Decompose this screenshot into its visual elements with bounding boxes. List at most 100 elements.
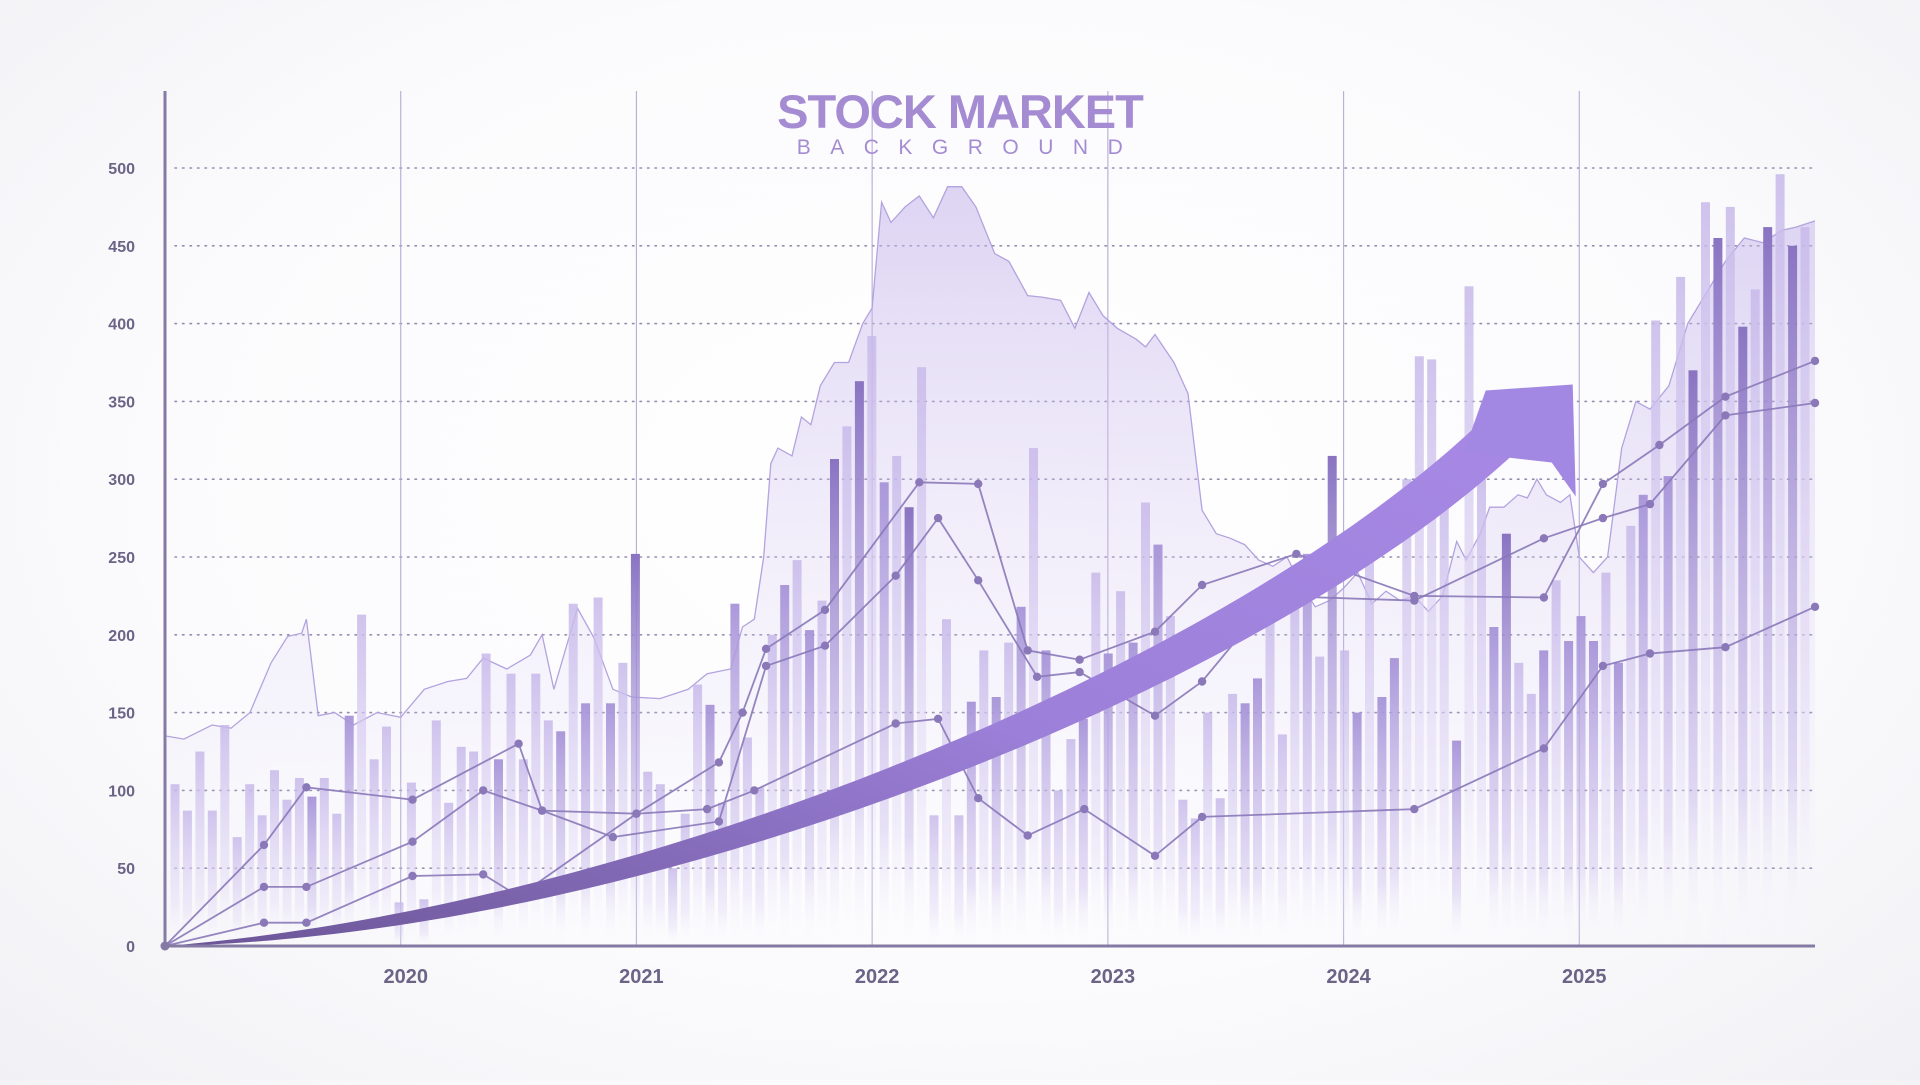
series-point bbox=[259, 882, 269, 892]
bar bbox=[1053, 790, 1063, 946]
x-tick-label: 2024 bbox=[1326, 966, 1371, 988]
series-point bbox=[1539, 593, 1549, 602]
bar bbox=[220, 725, 230, 946]
y-tick-label: 350 bbox=[108, 394, 135, 411]
bar bbox=[1788, 245, 1798, 947]
bar bbox=[1103, 653, 1113, 946]
bar bbox=[506, 673, 516, 946]
series-point bbox=[1721, 643, 1730, 652]
series-point bbox=[1150, 851, 1160, 860]
bar bbox=[1203, 712, 1213, 946]
bar bbox=[1141, 502, 1150, 946]
series-point bbox=[1645, 649, 1655, 658]
bar bbox=[705, 704, 715, 946]
bar bbox=[282, 799, 292, 946]
series-point bbox=[761, 661, 771, 671]
bar bbox=[867, 336, 877, 946]
bar bbox=[606, 703, 615, 946]
bar bbox=[892, 455, 902, 946]
y-tick-label: 150 bbox=[108, 706, 135, 723]
series-point bbox=[408, 871, 417, 881]
series-point bbox=[1598, 479, 1608, 489]
bar bbox=[1377, 697, 1387, 946]
x-tick-label: 2025 bbox=[1562, 966, 1607, 988]
bar bbox=[1128, 642, 1138, 946]
bar bbox=[917, 367, 927, 946]
series-point bbox=[537, 806, 547, 815]
series-point bbox=[1810, 356, 1820, 366]
series-point bbox=[1150, 711, 1160, 720]
bar bbox=[1389, 658, 1399, 946]
bar bbox=[1676, 276, 1686, 946]
bar bbox=[1414, 356, 1424, 946]
bar bbox=[1427, 359, 1437, 946]
bar bbox=[382, 726, 391, 946]
series-point bbox=[1539, 744, 1549, 753]
series-point bbox=[974, 794, 983, 803]
axis-layer bbox=[160, 91, 1815, 951]
bar bbox=[1327, 455, 1337, 946]
bar bbox=[991, 697, 1001, 946]
series-point bbox=[302, 918, 311, 927]
bar bbox=[1564, 641, 1574, 946]
y-tick-label: 400 bbox=[108, 317, 135, 334]
y-tick-label: 500 bbox=[108, 161, 135, 178]
bar bbox=[1551, 580, 1561, 946]
bar bbox=[805, 630, 815, 946]
bar bbox=[1638, 494, 1648, 946]
chart-title: STOCK MARKET bbox=[777, 85, 1144, 138]
series-point bbox=[1023, 831, 1032, 840]
series-point bbox=[514, 739, 523, 748]
bar bbox=[1738, 326, 1748, 946]
bar bbox=[1514, 662, 1524, 946]
series-point bbox=[1539, 534, 1549, 543]
bar bbox=[1253, 678, 1262, 946]
bar bbox=[966, 701, 976, 946]
bar bbox=[942, 619, 951, 946]
bar bbox=[245, 784, 255, 946]
series-point bbox=[891, 719, 900, 728]
bar bbox=[1116, 591, 1126, 946]
bar bbox=[1489, 627, 1499, 946]
bar bbox=[518, 759, 528, 946]
bar bbox=[630, 553, 640, 946]
bar bbox=[531, 673, 541, 946]
series-point bbox=[479, 786, 488, 795]
bar bbox=[294, 778, 304, 946]
bar bbox=[581, 703, 591, 946]
bar bbox=[307, 796, 317, 946]
bar bbox=[1464, 286, 1474, 946]
bar bbox=[1763, 227, 1773, 947]
bar bbox=[593, 597, 603, 946]
bar bbox=[767, 634, 777, 946]
bar bbox=[780, 585, 790, 946]
bar bbox=[1725, 206, 1735, 946]
y-tick-label: 450 bbox=[108, 239, 135, 256]
arrow-layer bbox=[165, 384, 1576, 946]
bar bbox=[954, 815, 964, 946]
bar bbox=[1800, 227, 1810, 947]
bar bbox=[431, 720, 441, 946]
bar bbox=[1290, 595, 1300, 946]
series-point bbox=[1080, 804, 1089, 814]
series-point bbox=[302, 783, 311, 792]
chart-subtitle: BACKGROUND bbox=[796, 136, 1143, 159]
series-point bbox=[608, 832, 618, 842]
bar bbox=[1601, 572, 1611, 946]
bar bbox=[854, 381, 864, 946]
y-tick-label: 250 bbox=[108, 550, 135, 567]
bar bbox=[1066, 739, 1076, 946]
y-tick-label: 200 bbox=[108, 628, 135, 645]
bar bbox=[1078, 718, 1088, 946]
bar bbox=[1215, 798, 1225, 946]
origin-point bbox=[160, 941, 170, 951]
series-point bbox=[820, 605, 830, 615]
series-point bbox=[1197, 812, 1207, 822]
bar bbox=[182, 810, 192, 946]
series-point bbox=[259, 918, 269, 927]
bar bbox=[1750, 289, 1760, 946]
bar bbox=[792, 560, 802, 946]
bar bbox=[1526, 693, 1536, 946]
